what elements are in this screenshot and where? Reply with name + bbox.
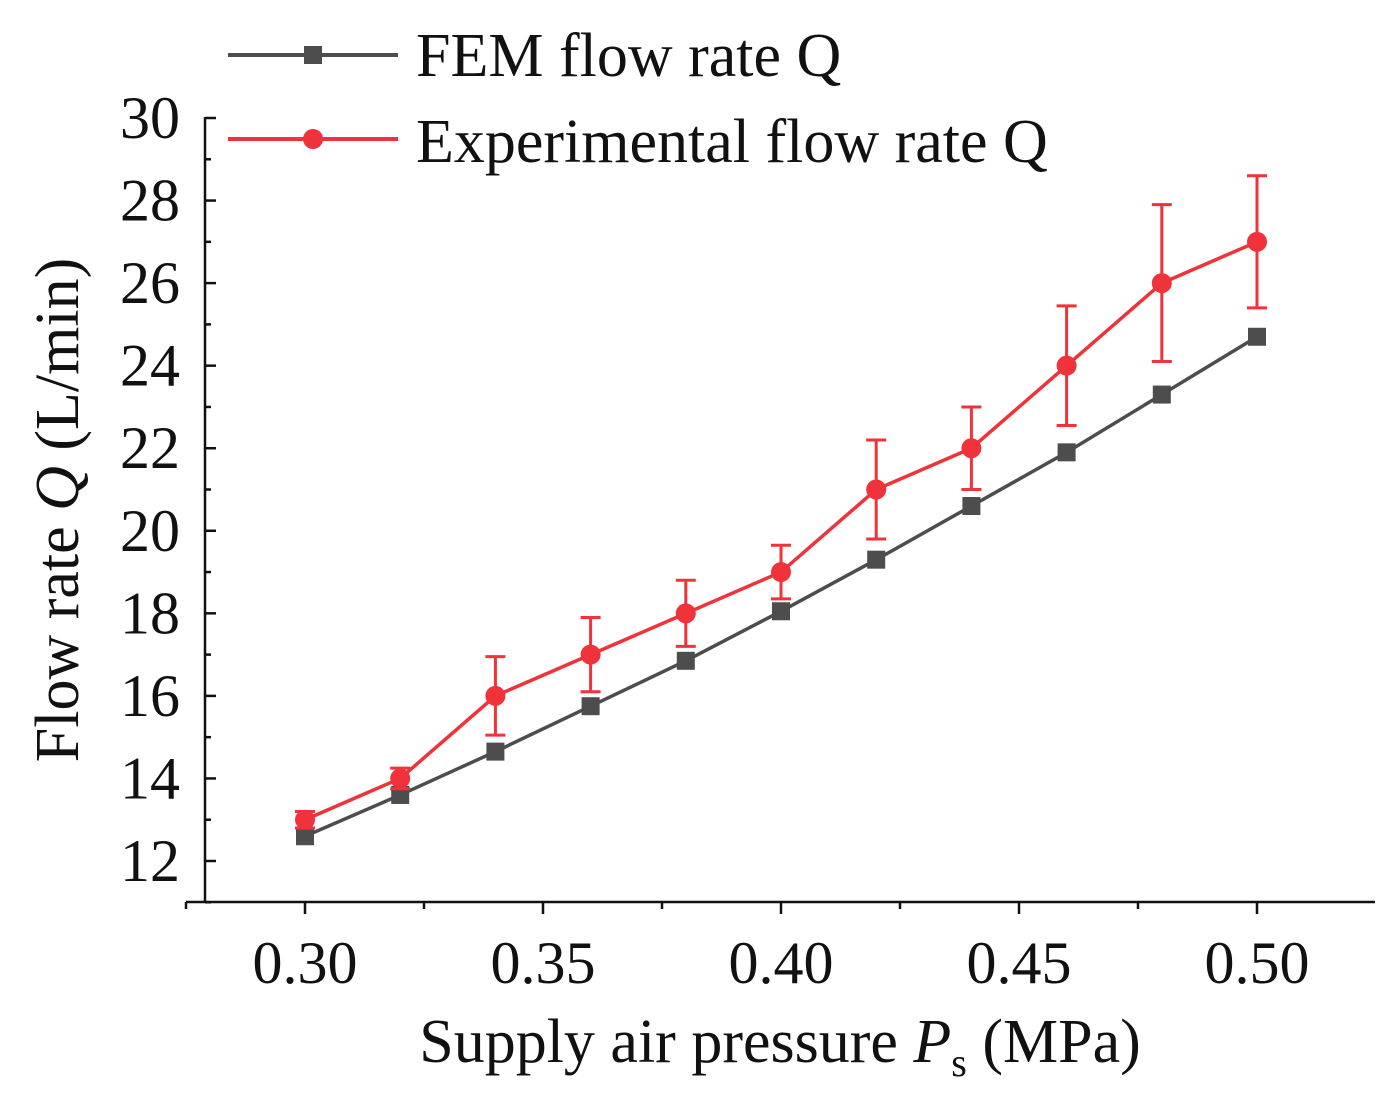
- fem-point: [1152, 385, 1171, 404]
- series-layer: [295, 174, 1267, 846]
- exp-point: [1151, 273, 1172, 294]
- fem-point: [296, 827, 314, 846]
- x-axis-title: Supply air pressure Ps (MPa): [419, 1008, 1141, 1085]
- legend-item-experimental: Experimental flow rate Q: [228, 108, 1048, 176]
- y-axis-title-main: Flow rate: [24, 511, 92, 762]
- y-tick-label: 26: [120, 250, 180, 316]
- x-ticks: 0.30 0.35 0.40 0.45 0.50: [184, 902, 1310, 996]
- x-tick-label: 0.35: [491, 930, 596, 996]
- exp-point: [485, 685, 506, 706]
- fem-point: [962, 497, 981, 516]
- y-tick-label: 12: [120, 828, 180, 894]
- y-tick-label: 18: [120, 580, 180, 646]
- legend-fem-label: FEM flow rate Q: [416, 22, 841, 90]
- y-axis-title: Flow rate Q (L/min): [24, 258, 92, 763]
- exp-series-line: [304, 240, 1258, 822]
- y-axis-title-unit: (L/min): [24, 258, 92, 466]
- legend-exp-label: Experimental flow rate Q: [416, 108, 1048, 176]
- exp-point: [390, 768, 411, 789]
- y-tick-label: 28: [120, 168, 180, 234]
- fem-point: [772, 602, 790, 621]
- x-axis-title-main: Supply air pressure: [419, 1008, 913, 1076]
- y-tick-label: 16: [120, 663, 180, 729]
- fem-point: [486, 742, 505, 761]
- x-axis-title-unit: (MPa): [967, 1008, 1141, 1076]
- legend-exp-marker: [303, 129, 323, 149]
- legend-fem-marker: [304, 46, 322, 64]
- x-axis-title-symbol: P: [912, 1008, 951, 1076]
- y-tick-label: 22: [120, 415, 180, 481]
- x-tick-label: 0.30: [253, 930, 358, 996]
- x-tick-label: 0.45: [967, 930, 1072, 996]
- fem-point: [1057, 443, 1076, 462]
- exp-point: [1247, 231, 1267, 252]
- exp-point: [771, 562, 791, 583]
- exp-point: [1056, 355, 1077, 376]
- exp-point: [580, 644, 601, 665]
- axes: [186, 117, 1375, 904]
- y-tick-label: 14: [120, 745, 180, 811]
- exp-point: [961, 438, 982, 459]
- exp-point: [295, 809, 315, 830]
- fem-point: [676, 651, 695, 670]
- y-axis-title-symbol: Q: [24, 466, 92, 511]
- x-tick-label: 0.50: [1205, 930, 1310, 996]
- y-tick-label: 24: [120, 333, 180, 399]
- y-tick-label: 30: [120, 85, 180, 151]
- legend: FEM flow rate Q Experimental flow rate Q: [228, 22, 1048, 176]
- y-ticks: 12 14 16 18 20 22 24 26 28 30: [120, 85, 216, 904]
- exp-point: [866, 479, 887, 500]
- fem-point: [867, 550, 886, 569]
- legend-item-fem: FEM flow rate Q: [228, 22, 841, 90]
- fem-point: [581, 697, 600, 716]
- x-tick-label: 0.40: [729, 930, 834, 996]
- y-tick-label: 20: [120, 498, 180, 564]
- fem-point: [1248, 327, 1266, 346]
- x-axis-title-subscript: s: [951, 1040, 967, 1085]
- exp-point: [675, 603, 696, 624]
- fem-point: [391, 785, 410, 804]
